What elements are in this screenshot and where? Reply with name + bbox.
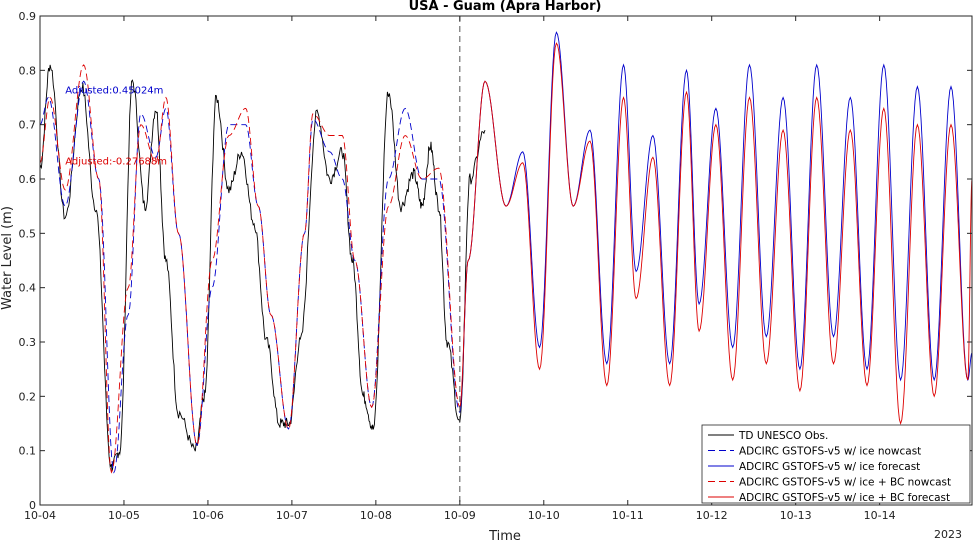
x-tick-label: 10-05 [108,509,140,522]
series-line-4 [459,42,973,426]
adjustment-annotation: Adjusted:0.45024m [65,86,163,97]
legend-label: ADCIRC GSTOFS-v5 w/ ice forecast [739,461,920,473]
legend-label: ADCIRC GSTOFS-v5 w/ ice + BC forecast [739,492,950,504]
y-tick-label: 0.6 [19,173,37,186]
y-tick-label: 0.9 [19,10,37,23]
y-tick-label: 0.1 [19,445,37,458]
x-axis-label: Time [488,529,521,541]
y-tick-label: 0.7 [19,119,37,132]
x-tick-label: 10-10 [528,509,560,522]
y-tick-label: 0.4 [19,282,37,295]
legend-label: ADCIRC GSTOFS-v5 w/ ice + BC nowcast [739,477,951,489]
legend: TD UNESCO Obs. ADCIRC GSTOFS-v5 w/ ice no… [701,424,971,504]
x-tick-label: 10-13 [780,509,812,522]
series-line-2 [459,31,973,413]
y-tick-label: 0.2 [19,390,37,403]
x-tick-label: 10-04 [24,509,56,522]
legend-box [701,424,971,504]
x-tick-label: 10-11 [612,509,644,522]
chart-title: USA - Guam (Apra Harbor) [409,0,602,14]
x-tick-label: 10-09 [444,509,476,522]
legend-label: ADCIRC GSTOFS-v5 w/ ice nowcast [739,446,921,458]
plot-area [39,16,973,505]
plot-frame [39,15,973,506]
y-tick-label: 0.5 [19,227,37,240]
y-tick-label: 0.8 [19,64,37,77]
y-tick-label: 0.3 [19,336,37,349]
series-line-3 [39,64,461,474]
adjustment-annotation: Adjusted:-0.27688m [65,156,167,167]
series-line-0 [39,64,486,472]
x-tick-label: 10-12 [696,509,728,522]
x-tick-label: 10-07 [276,509,308,522]
y-tick-label: 0 [29,499,36,512]
legend-label: TD UNESCO Obs. [738,430,828,442]
annotations: Adjusted:0.45024m Adjusted:-0.27688m [65,86,167,168]
y-axis-label: Water Level (m) [0,206,15,310]
x-axis-year-label: 2023 [934,528,962,541]
x-tick-label: 10-14 [864,509,896,522]
x-tick-label: 10-06 [192,509,224,522]
axis-ticks: 10-04 10-05 10-06 10-07 10-08 10-09 10-10 10-11… [19,10,972,522]
x-tick-label: 10-08 [360,509,392,522]
